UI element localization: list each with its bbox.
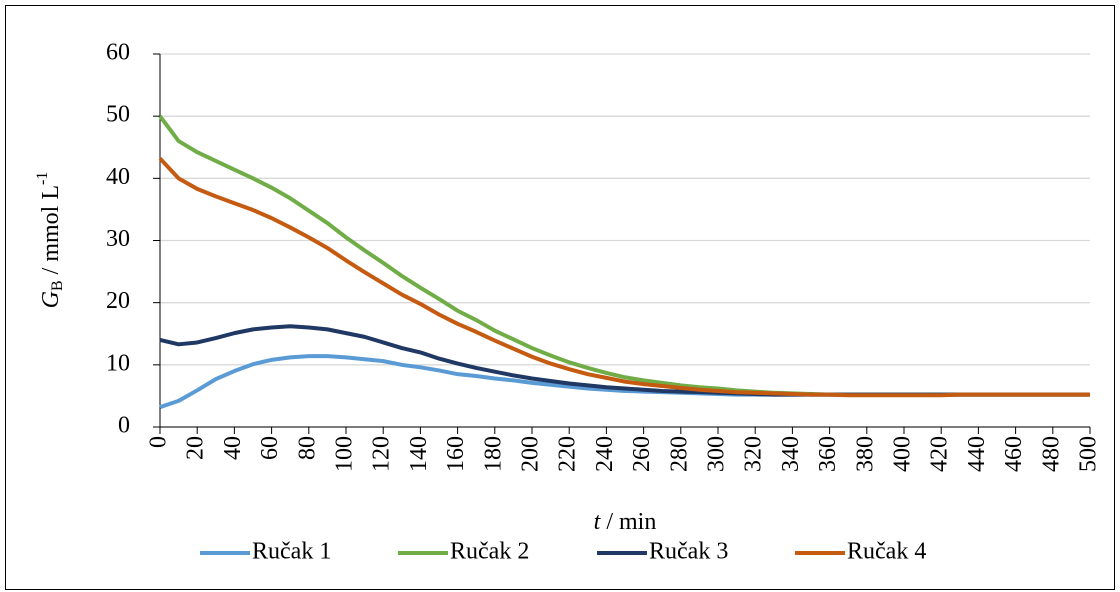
y-axis-label: GB / mmol L-1 <box>34 172 66 309</box>
x-tick-label: 320 <box>741 436 767 472</box>
x-tick-label: 240 <box>592 436 618 472</box>
x-axis-label: t / min <box>594 509 657 535</box>
x-tick-label: 280 <box>666 436 692 472</box>
y-label-subscript: B <box>49 280 66 291</box>
legend-label: Ručak 3 <box>649 539 728 565</box>
x-tick-label: 20 <box>183 436 209 460</box>
legend-label: Ručak 2 <box>450 539 529 565</box>
chart-frame <box>5 5 1115 590</box>
y-tick-label: 60 <box>106 40 130 66</box>
y-tick-label: 0 <box>118 413 130 439</box>
y-tick-label: 20 <box>106 288 130 314</box>
x-tick-label: 40 <box>220 436 246 460</box>
x-tick-label: 300 <box>704 436 730 472</box>
y-tick-label: 40 <box>106 164 130 190</box>
x-tick-label: 480 <box>1038 436 1064 472</box>
x-tick-label: 60 <box>257 436 283 460</box>
x-tick-label: 260 <box>629 436 655 472</box>
x-label-symbol: t <box>594 509 602 535</box>
x-tick-label: 180 <box>480 436 506 472</box>
x-tick-label: 0 <box>146 436 172 448</box>
x-tick-label: 80 <box>294 436 320 460</box>
x-tick-label: 120 <box>369 436 395 472</box>
x-tick-label: 440 <box>964 436 990 472</box>
legend-label: Ručak 1 <box>252 539 331 565</box>
x-tick-label: 100 <box>332 436 358 472</box>
x-tick-label: 500 <box>1076 436 1102 472</box>
y-tick-label: 50 <box>106 102 130 128</box>
x-tick-label: 420 <box>927 436 953 472</box>
x-tick-label: 340 <box>778 436 804 472</box>
x-tick-label: 460 <box>1001 436 1027 472</box>
y-tick-label: 30 <box>106 226 130 252</box>
y-label-symbol: G <box>38 291 64 308</box>
series-line <box>158 157 1090 398</box>
y-tick-label: 10 <box>106 350 130 376</box>
x-tick-label: 200 <box>518 436 544 472</box>
x-tick-label: 400 <box>890 436 916 472</box>
y-label-superscript: -1 <box>34 172 51 185</box>
x-tick-label: 360 <box>815 436 841 472</box>
y-label-text: / mmol L <box>38 185 64 280</box>
legend-label: Ručak 4 <box>847 539 926 565</box>
x-tick-label: 380 <box>852 436 878 472</box>
x-tick-label: 220 <box>555 436 581 472</box>
x-tick-label: 160 <box>443 436 469 472</box>
x-tick-label: 140 <box>406 436 432 472</box>
x-label-text: / min <box>600 509 656 535</box>
